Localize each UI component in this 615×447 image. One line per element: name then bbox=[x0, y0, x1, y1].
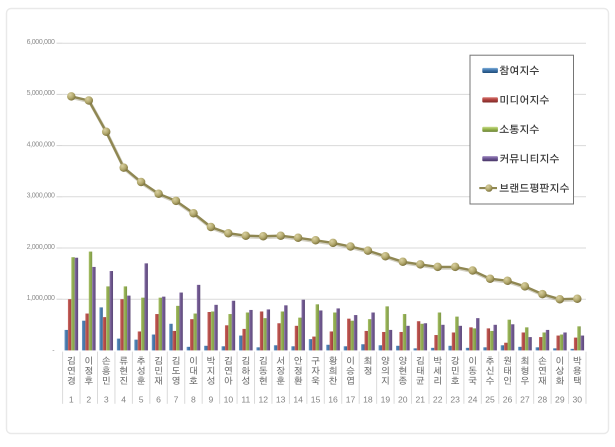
svg-text:27: 27 bbox=[520, 394, 530, 404]
svg-text:2,000,000: 2,000,000 bbox=[27, 244, 55, 251]
svg-text:19: 19 bbox=[381, 394, 391, 404]
svg-text:10: 10 bbox=[224, 394, 234, 404]
svg-text:24: 24 bbox=[468, 394, 478, 404]
svg-text:1,000,000: 1,000,000 bbox=[27, 295, 55, 302]
svg-text:4,000,000: 4,000,000 bbox=[27, 141, 55, 148]
svg-text:30: 30 bbox=[573, 394, 583, 404]
svg-text:3,000,000: 3,000,000 bbox=[27, 193, 55, 200]
svg-text:29: 29 bbox=[555, 394, 565, 404]
svg-text:17: 17 bbox=[346, 394, 356, 404]
svg-text:25: 25 bbox=[485, 394, 495, 404]
svg-text:9: 9 bbox=[209, 394, 214, 404]
svg-text:21: 21 bbox=[415, 394, 425, 404]
svg-text:18: 18 bbox=[363, 394, 373, 404]
svg-text:4: 4 bbox=[121, 394, 126, 404]
svg-text:5: 5 bbox=[139, 394, 144, 404]
svg-text:1: 1 bbox=[69, 394, 74, 404]
svg-text:-: - bbox=[52, 347, 55, 354]
svg-text:6,000,000: 6,000,000 bbox=[27, 39, 55, 46]
svg-text:5,000,000: 5,000,000 bbox=[27, 90, 55, 97]
svg-text:3: 3 bbox=[104, 394, 109, 404]
svg-text:13: 13 bbox=[276, 394, 286, 404]
svg-text:22: 22 bbox=[433, 394, 443, 404]
svg-text:6: 6 bbox=[156, 394, 161, 404]
svg-text:7: 7 bbox=[174, 394, 179, 404]
svg-text:28: 28 bbox=[538, 394, 548, 404]
svg-text:2: 2 bbox=[86, 394, 91, 404]
svg-text:15: 15 bbox=[311, 394, 321, 404]
svg-text:23: 23 bbox=[450, 394, 460, 404]
svg-text:11: 11 bbox=[241, 394, 250, 404]
svg-text:16: 16 bbox=[328, 394, 338, 404]
svg-text:12: 12 bbox=[258, 394, 268, 404]
svg-text:20: 20 bbox=[398, 394, 408, 404]
svg-text:8: 8 bbox=[191, 394, 196, 404]
svg-text:14: 14 bbox=[293, 394, 303, 404]
svg-text:26: 26 bbox=[503, 394, 513, 404]
